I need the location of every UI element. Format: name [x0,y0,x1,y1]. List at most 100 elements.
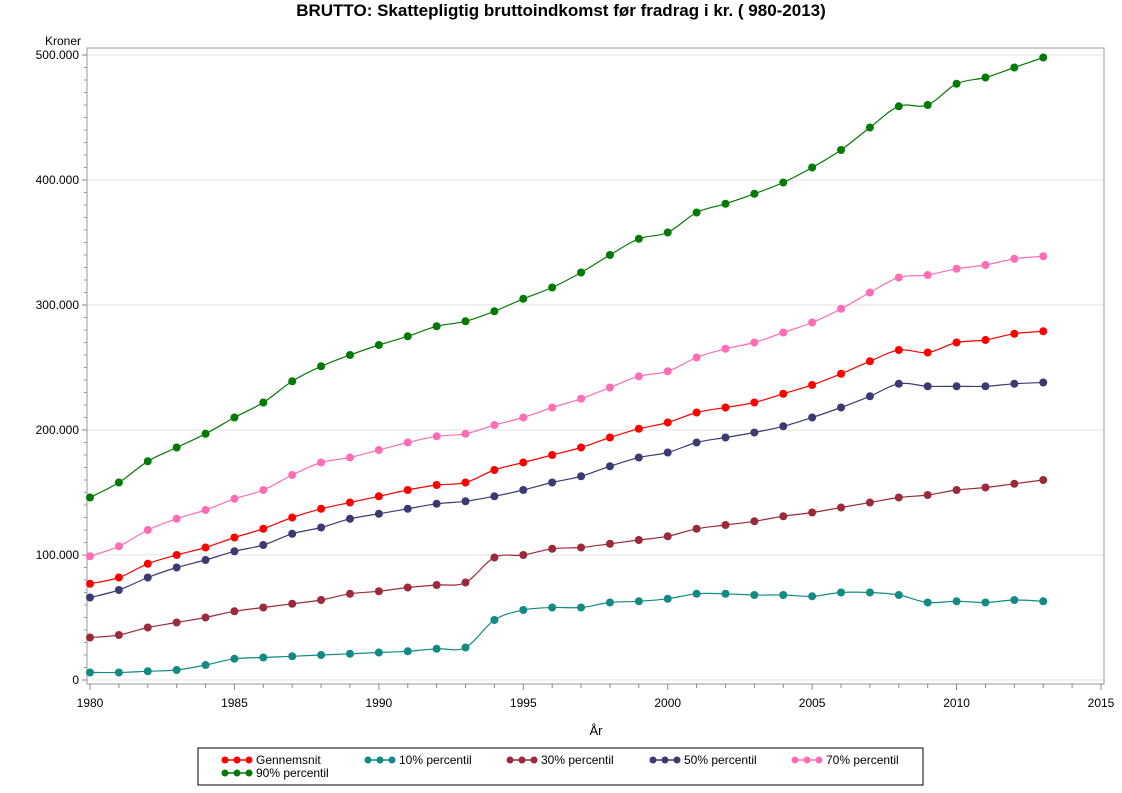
data-point [750,428,759,437]
data-point [692,208,701,217]
data-point [779,178,788,187]
data-point [143,667,152,676]
data-point [490,307,499,316]
series-30-percentil [86,476,1048,642]
y-tick-label: 300.000 [36,298,80,312]
data-point [692,524,701,533]
data-point [86,552,94,561]
data-point [288,652,297,661]
data-point [432,581,441,589]
data-point [259,398,268,407]
data-point [403,504,412,513]
data-point [1039,378,1048,387]
legend-dot-marker [791,756,799,764]
data-point [750,591,759,599]
data-point [981,73,990,82]
data-point [952,486,961,494]
data-point [345,453,354,462]
data-point [1039,53,1048,62]
legend-label: 90% percentil [256,766,329,780]
x-tick-label: 1990 [366,696,393,710]
legend-item: 10% percentil [364,753,472,767]
data-point [548,544,557,553]
data-point [201,661,210,669]
data-point [750,189,759,198]
x-tick-label: 2015 [1088,696,1115,710]
data-point [288,513,297,522]
data-point [230,494,239,503]
data-point [837,304,846,313]
data-point [808,508,817,517]
data-point [403,486,412,494]
data-point [634,234,643,243]
data-point [461,478,470,487]
data-point [837,369,846,378]
data-point [172,551,181,559]
data-point [432,481,441,489]
data-point [461,317,470,326]
data-point [721,344,730,353]
data-point [548,403,557,412]
data-point [1010,379,1019,388]
data-point [374,492,383,501]
data-point [143,526,152,534]
data-point [259,486,268,494]
data-point [865,123,874,132]
data-point [894,493,903,502]
data-point [548,283,557,292]
data-point [663,367,672,376]
legend-dot-marker [673,756,681,764]
data-point [808,163,817,172]
data-point [86,493,94,502]
legend-dot-marker [506,756,514,764]
x-axis-label: År [590,723,604,738]
legend-dot-marker [233,769,241,777]
data-point [114,586,123,594]
data-point [923,271,932,279]
data-point [837,588,846,597]
data-point [461,429,470,438]
data-point [317,523,326,532]
data-point [779,422,788,431]
data-point [865,392,874,401]
data-point [721,403,730,412]
data-point [750,398,759,407]
x-tick-label: 1985 [221,696,248,710]
data-point [317,362,326,371]
data-point [114,668,123,677]
y-axis: 0 100.000 200.000 300.000 400.000 500.000 [36,48,87,687]
data-point [837,403,846,412]
data-point [317,458,326,467]
legend-dot-marker [221,756,229,764]
data-point [721,521,730,529]
data-point [634,597,643,606]
data-point [432,432,441,441]
data-point [808,381,817,389]
data-point [201,429,210,438]
data-point [1039,597,1048,606]
data-point [634,424,643,433]
data-point [634,536,643,544]
series-line [89,330,1044,585]
data-point [577,443,586,452]
legend-item: 30% percentil [506,753,614,767]
legend-item: 90% percentil [221,766,329,780]
data-point [143,573,152,582]
data-point [374,341,383,349]
legend-dot-marker [245,756,253,764]
legend-dot-marker [233,756,241,764]
data-point [894,273,903,282]
x-tick-label: 1995 [510,696,537,710]
data-point [663,448,672,457]
data-point [288,599,297,608]
data-point [259,603,268,612]
data-point [952,264,961,273]
data-point [288,377,297,386]
data-point [663,418,672,427]
data-point [721,589,730,598]
data-point [894,346,903,354]
x-tick-label: 2000 [654,696,681,710]
data-point [86,579,94,588]
data-point [230,547,239,556]
data-point [432,499,441,508]
